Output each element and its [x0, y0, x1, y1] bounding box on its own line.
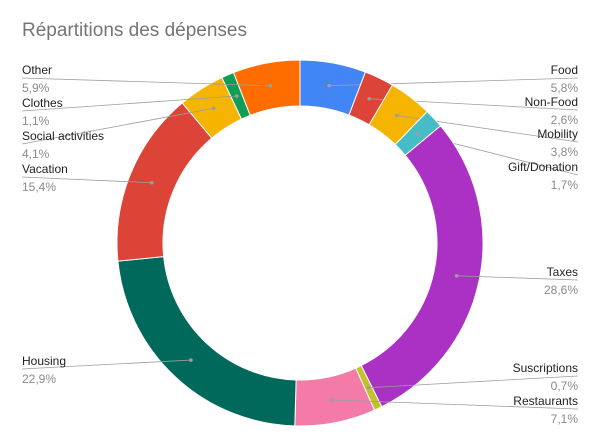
leader-dot-restaurants [329, 398, 333, 402]
leader-dot-housing [189, 358, 193, 362]
slice-value-mobility: 3,8% [551, 145, 579, 159]
slice-value-taxes: 28,6% [544, 283, 578, 297]
leader-line-social-activities [21, 107, 214, 145]
slice-value-social-activities: 4,1% [22, 147, 50, 161]
leader-line-restaurants [331, 399, 579, 410]
leader-dot-mobility [394, 113, 399, 118]
chart-title: Répartitions des dépenses [22, 20, 247, 41]
slice-housing[interactable] [117, 256, 297, 427]
slice-label-taxes: Taxes [547, 265, 578, 279]
leader-dot-non-food [367, 96, 372, 101]
slice-label-clothes: Clothes [22, 96, 63, 110]
slice-value-housing: 22,9% [22, 372, 56, 386]
leader-line-housing [21, 359, 191, 370]
leader-line-other [21, 77, 271, 87]
slice-label-other: Other [22, 63, 52, 77]
leader-dot-social-activities [211, 106, 216, 111]
slice-other[interactable] [232, 59, 301, 117]
slice-value-restaurants: 7,1% [551, 412, 579, 426]
slice-taxes[interactable] [360, 125, 484, 408]
slice-value-food: 5,8% [551, 81, 579, 95]
leader-dot-taxes [454, 273, 459, 278]
leader-dot-other [268, 83, 273, 88]
slice-label-gift-donation: Gift/Donation [508, 160, 578, 174]
leader-line-taxes [456, 275, 579, 281]
slice-label-restaurants: Restaurants [513, 394, 578, 408]
slice-value-other: 5,9% [22, 81, 50, 95]
leader-line-suscriptions [368, 375, 579, 389]
slice-label-housing: Housing [22, 354, 66, 368]
slice-label-vacation: Vacation [22, 162, 68, 176]
leader-dot-food [327, 83, 331, 88]
slice-value-non-food: 2,6% [551, 113, 579, 127]
slice-value-gift-donation: 1,7% [551, 178, 579, 192]
leader-dot-vacation [149, 180, 154, 185]
leader-dot-suscriptions [366, 385, 371, 390]
leader-dot-clothes [234, 94, 239, 98]
slice-label-social-activities: Social activities [22, 129, 104, 143]
slice-value-suscriptions: 0,7% [551, 379, 579, 393]
leader-line-vacation [21, 176, 152, 184]
slice-label-food: Food [551, 63, 578, 77]
leader-line-clothes [21, 95, 237, 112]
slice-value-vacation: 15,4% [22, 180, 56, 194]
leader-dot-gift-donation [415, 132, 420, 136]
slice-label-mobility: Mobility [537, 127, 578, 141]
slice-label-non-food: Non-Food [525, 95, 578, 109]
slice-label-suscriptions: Suscriptions [513, 361, 578, 375]
slice-value-clothes: 1,1% [22, 114, 50, 128]
